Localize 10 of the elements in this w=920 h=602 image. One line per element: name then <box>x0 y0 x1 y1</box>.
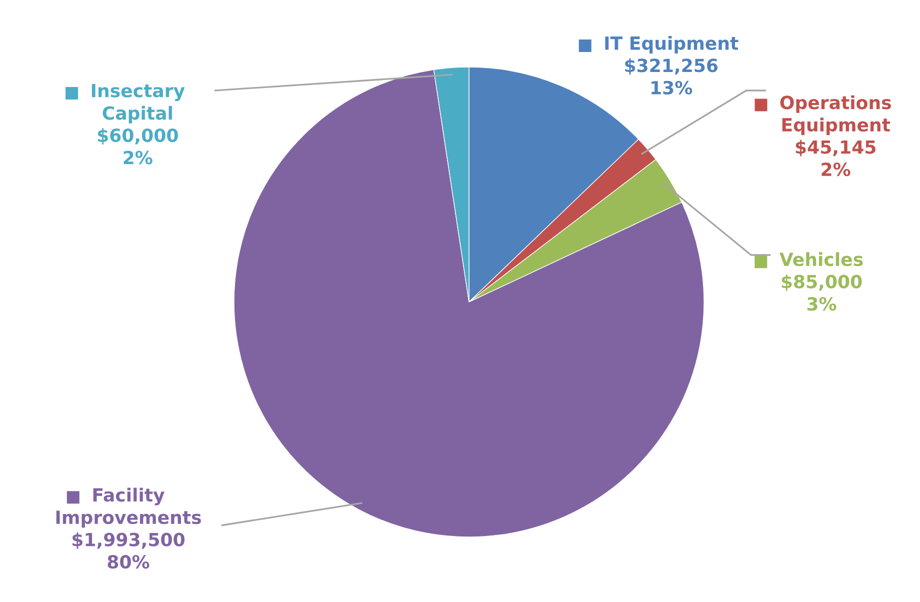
legend-label: IT Equipment <box>605 36 738 54</box>
legend-label: Insectary Capital <box>92 84 185 124</box>
data-label: $1,993,500 80% <box>72 532 184 569</box>
data-label: $45,145 2% <box>796 140 876 176</box>
legend-label: Facility Improvements <box>56 488 201 528</box>
data-label: $321,256 13% <box>625 58 718 95</box>
legend-label: Operations Equipment <box>780 95 891 136</box>
data-label: $85,000 3% <box>782 274 862 311</box>
data-label: $60,000 2% <box>98 128 178 164</box>
legend-label: Vehicles <box>780 252 863 266</box>
